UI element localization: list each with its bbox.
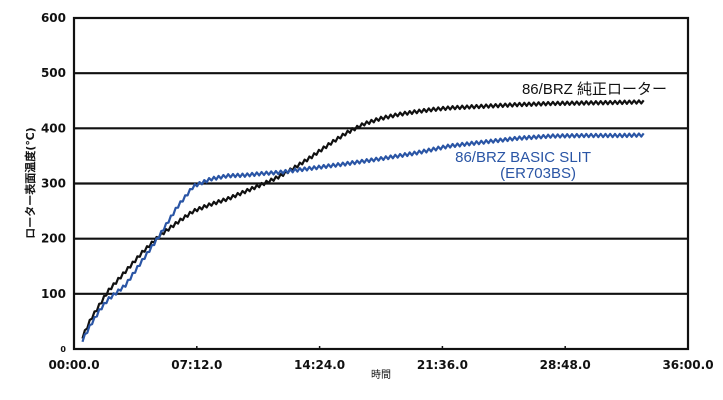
y-tick-label: 400 bbox=[41, 121, 66, 135]
x-tick-label: 21:36.0 bbox=[417, 358, 468, 372]
y-tick-label: 100 bbox=[41, 287, 66, 301]
y-tick-label: 200 bbox=[41, 232, 66, 246]
x-tick-label: 14:24.0 bbox=[294, 358, 345, 372]
series-lines bbox=[81, 99, 645, 343]
legend-label-1: (ER703BS) bbox=[500, 165, 576, 182]
y-tick-label: 600 bbox=[41, 11, 66, 25]
y-axis-ticks: 0 100 200 300 400 500 600 bbox=[41, 11, 66, 354]
x-axis-ticks: 00:00.0 07:12.0 14:24.0 21:36.0 28:48.0 36:00… bbox=[48, 346, 714, 372]
x-axis-label: 時間 bbox=[371, 369, 391, 381]
y-tick-label: 0 bbox=[60, 345, 66, 354]
x-tick-label: 00:00.0 bbox=[48, 358, 99, 372]
legend-label-1: 86/BRZ BASIC SLIT bbox=[455, 149, 591, 166]
y-tick-label: 300 bbox=[41, 177, 66, 191]
y-axis-label: ローター表面温度(℃) bbox=[23, 127, 37, 238]
grid-lines bbox=[74, 72, 688, 295]
series-line-1 bbox=[81, 132, 645, 343]
x-tick-label: 28:48.0 bbox=[540, 358, 591, 372]
legend-label-0: 86/BRZ 純正ローター bbox=[522, 81, 667, 98]
y-tick-label: 500 bbox=[41, 66, 66, 80]
x-tick-label: 07:12.0 bbox=[171, 358, 222, 372]
x-tick-label: 36:00.0 bbox=[662, 358, 713, 372]
series-line-0 bbox=[81, 99, 645, 339]
plot-frame bbox=[72, 16, 690, 351]
legend: 86/BRZ 純正ローター 86/BRZ BASIC SLIT(ER703BS) bbox=[455, 81, 667, 182]
